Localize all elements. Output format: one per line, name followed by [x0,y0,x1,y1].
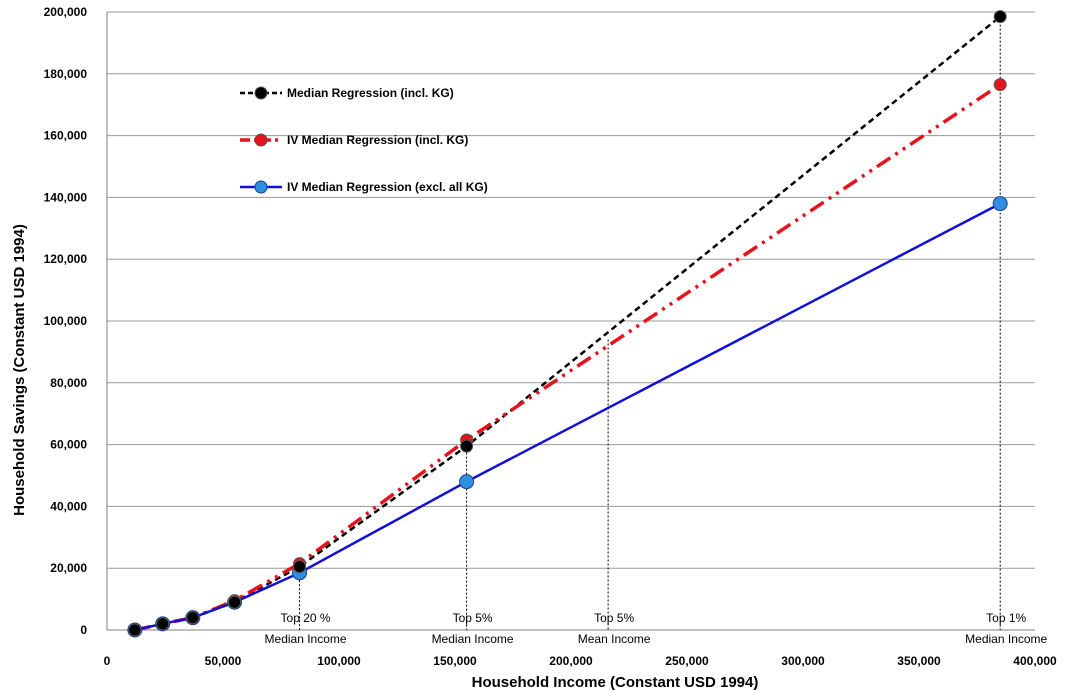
x-tick-label: 150,000 [433,654,477,668]
legend: Median Regression (incl. KG) IV Median Re… [240,86,488,194]
annotations: Top 20 % Median Income Top 5% Median Income… [265,16,1048,646]
y-tick-label: 20,000 [50,561,87,575]
x-tick-label: 350,000 [897,654,941,668]
annotation-label-line1: Top 20 % [281,611,331,625]
series-point-0 [293,560,307,574]
x-axis-label: Household Income (Constant USD 1994) [472,674,759,691]
y-tick-label: 100,000 [44,314,88,328]
annotation-label-line1: Top 5% [594,611,634,625]
series-point-2 [459,474,475,490]
legend-swatch-marker-1 [254,133,268,147]
annotation-label-line1: Top 1% [986,611,1026,625]
legend-label-2: IV Median Regression (excl. all KG) [287,180,488,194]
series-line-0 [134,15,1001,632]
series-lines [127,10,1008,638]
annotation-label-line2: Mean Income [578,632,651,646]
series-point-0 [156,617,170,631]
y-tick-label: 180,000 [44,67,88,81]
y-tick-label: 120,000 [44,252,88,266]
annotation-label-line2: Median Income [265,632,347,646]
x-tick-label: 250,000 [665,654,709,668]
x-tick-label: 200,000 [549,654,593,668]
y-tick-label: 160,000 [44,129,88,143]
y-tick-label: 0 [80,623,87,637]
series-point-0 [228,595,242,609]
legend-label-1: IV Median Regression (incl. KG) [287,133,468,147]
x-tick-label: 100,000 [317,654,361,668]
x-tick-label: 0 [104,654,111,668]
x-tick-label: 50,000 [205,654,242,668]
annotation-label-line1: Top 5% [453,611,493,625]
x-tick-label: 300,000 [781,654,825,668]
series-point-0 [128,623,142,637]
y-tick-label: 40,000 [50,499,87,513]
series-point-0 [460,439,474,453]
legend-label-0: Median Regression (incl. KG) [287,86,454,100]
y-tick-label: 140,000 [44,190,88,204]
y-tick-label: 80,000 [50,376,87,390]
y-axis-label: Household Savings (Constant USD 1994) [11,224,28,516]
series-point-0 [186,611,200,625]
annotation-label-line2: Median Income [432,632,514,646]
tick-labels: 0 20,000 40,000 60,000 80,000 100,000 120,000 1… [44,5,1057,668]
series-line-2 [134,202,1001,632]
series-point-0 [993,10,1007,24]
y-tick-label: 60,000 [50,438,87,452]
grid-lines [107,11,1035,569]
axes [106,12,1035,631]
annotation-label-line2: Median Income [965,632,1047,646]
legend-swatch-marker-2 [254,180,268,194]
series-point-2 [992,196,1008,212]
x-tick-label: 400,000 [1013,654,1057,668]
legend-swatch-marker-0 [254,86,268,100]
series-point-1 [993,78,1007,92]
series-line-1 [134,83,1002,632]
y-tick-label: 200,000 [44,5,88,19]
